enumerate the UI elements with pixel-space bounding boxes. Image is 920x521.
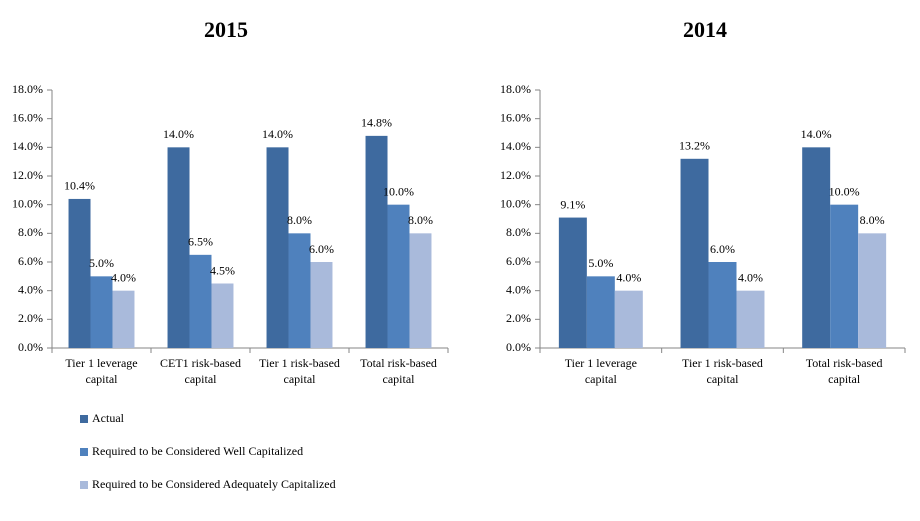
bar (680, 158, 709, 348)
bar (365, 135, 388, 348)
y-tick-label: 4.0% (18, 282, 43, 296)
bar (310, 262, 333, 348)
bar (189, 254, 212, 348)
y-tick-label: 2.0% (18, 311, 43, 325)
chart-title: 2015 (204, 17, 248, 42)
data-label: 6.0% (309, 242, 334, 256)
x-tick-label: Tier 1 leverage capital (565, 356, 637, 386)
y-tick-label: 14.0% (500, 139, 531, 153)
bar (586, 276, 615, 348)
y-tick-label: 18.0% (500, 82, 531, 96)
bar (409, 233, 432, 348)
y-tick-label: 18.0% (12, 82, 43, 96)
data-label: 6.0% (710, 242, 735, 256)
bar (830, 204, 859, 348)
bar (288, 233, 311, 348)
y-tick-label: 10.0% (12, 196, 43, 210)
y-tick-label: 6.0% (506, 254, 531, 268)
data-label: 5.0% (89, 256, 114, 270)
legend-label: Required to be Considered Well Capitaliz… (92, 444, 303, 458)
bar (708, 262, 737, 348)
legend-label: Required to be Considered Adequately Cap… (92, 477, 336, 491)
bar (112, 290, 135, 348)
y-tick-label: 0.0% (506, 340, 531, 354)
x-tick-label: Total risk-based capital (360, 356, 437, 386)
data-label: 4.0% (111, 270, 136, 284)
data-label: 14.0% (163, 127, 194, 141)
y-tick-label: 8.0% (18, 225, 43, 239)
bar (736, 290, 765, 348)
data-label: 10.0% (829, 184, 860, 198)
data-label: 14.0% (262, 127, 293, 141)
data-label: 5.0% (588, 256, 613, 270)
bar (802, 147, 831, 348)
legend-swatch (80, 415, 88, 423)
x-tick-label: Tier 1 leverage capital (65, 356, 137, 386)
y-tick-label: 6.0% (18, 254, 43, 268)
data-label: 8.0% (408, 213, 433, 227)
y-tick-label: 0.0% (18, 340, 43, 354)
data-label: 10.4% (64, 179, 95, 193)
x-tick-label: CET1 risk-based capital (160, 356, 241, 386)
y-tick-label: 2.0% (506, 311, 531, 325)
y-tick-label: 10.0% (500, 196, 531, 210)
data-label: 4.5% (210, 263, 235, 277)
chart-title: 2014 (683, 17, 727, 42)
data-label: 8.0% (287, 213, 312, 227)
bar (266, 147, 289, 348)
x-tick-label: Tier 1 risk-based capital (682, 356, 763, 386)
bar (68, 198, 91, 348)
data-label: 4.0% (738, 270, 763, 284)
y-tick-label: 16.0% (12, 110, 43, 124)
bar (614, 290, 643, 348)
data-label: 10.0% (383, 184, 414, 198)
x-tick-label: Tier 1 risk-based capital (259, 356, 340, 386)
legend-label: Actual (92, 411, 125, 425)
y-tick-label: 12.0% (500, 168, 531, 182)
bar (90, 276, 113, 348)
y-tick-label: 16.0% (500, 110, 531, 124)
bar (558, 217, 587, 348)
data-label: 9.1% (560, 197, 585, 211)
bar (858, 233, 887, 348)
x-tick-label: Total risk-based capital (806, 356, 883, 386)
y-tick-label: 14.0% (12, 139, 43, 153)
data-label: 8.0% (860, 213, 885, 227)
legend-swatch (80, 481, 88, 489)
data-label: 14.8% (361, 116, 392, 130)
bar (167, 147, 190, 348)
y-tick-label: 8.0% (506, 225, 531, 239)
bar (387, 204, 410, 348)
data-label: 14.0% (801, 127, 832, 141)
y-tick-label: 12.0% (12, 168, 43, 182)
data-label: 6.5% (188, 235, 213, 249)
legend-swatch (80, 448, 88, 456)
data-label: 13.2% (679, 139, 710, 153)
bar (211, 283, 234, 348)
data-label: 4.0% (616, 270, 641, 284)
y-tick-label: 4.0% (506, 282, 531, 296)
